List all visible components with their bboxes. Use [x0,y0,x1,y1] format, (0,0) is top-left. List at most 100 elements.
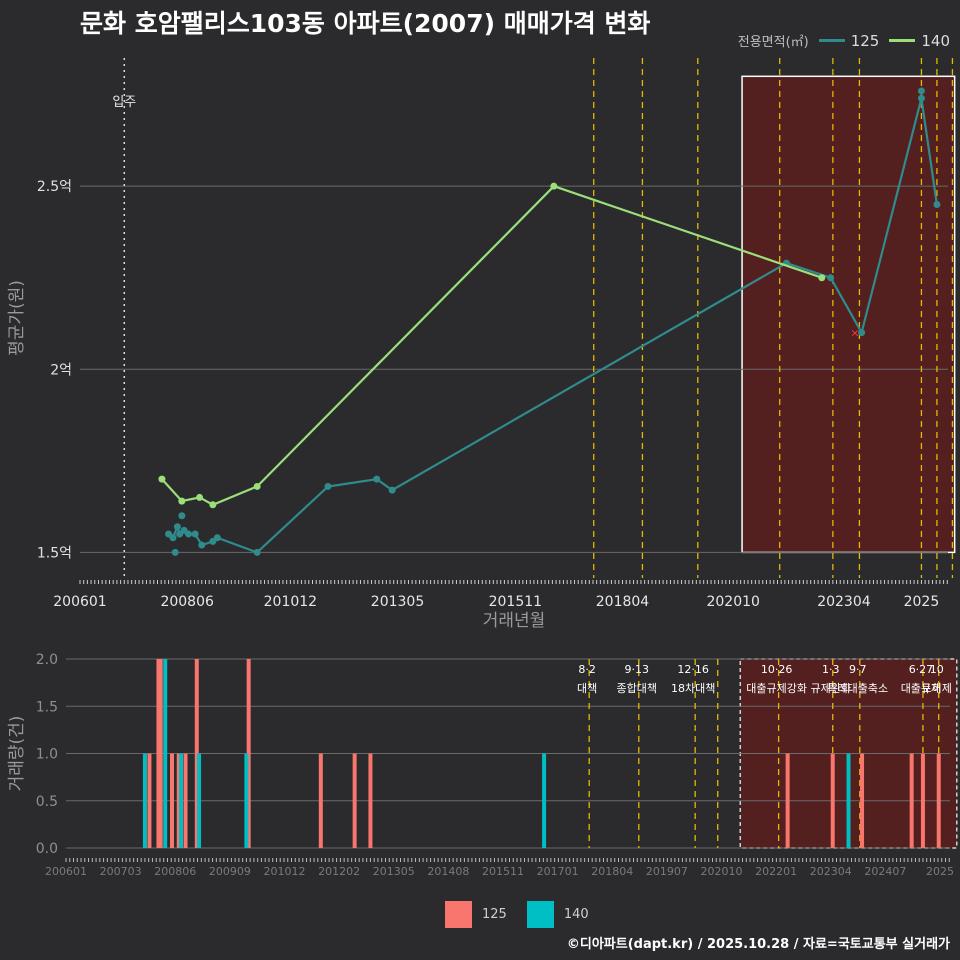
x-tick-label: 201804 [596,594,650,610]
data-point-125 [373,475,381,483]
volume-x-tick-label: 2025 [926,865,954,878]
volume-bar-125 [318,753,323,848]
volume-bar-140 [846,753,851,848]
volume-x-tick-label: 201907 [646,865,688,878]
outlier-point-125 [178,512,186,520]
volume-bar-125 [368,753,373,848]
y-tick-label: 2.5억 [37,179,72,195]
outlier-point-125 [917,87,925,95]
volume-y-tick-label: 0.5 [36,794,58,810]
volume-bar-125 [936,753,941,848]
policy-name-label: 대책 [577,682,597,695]
policy-date-label: 1·3 [822,663,840,676]
data-point-140 [178,497,186,505]
volume-bar-125 [169,753,174,848]
x-tick-label: 200601 [53,594,106,610]
data-point-125 [253,548,261,556]
volume-x-tick-label: 201202 [318,865,360,878]
y-tick-label: 2억 [50,362,72,378]
volume-bar-125 [176,753,181,848]
data-point-140 [209,501,217,509]
policy-name-label: 대출규제 [901,682,941,695]
volume-bar-125 [183,753,188,848]
chart-title: 문화 호암팰리스103동 아파트(2007) 매매가격 변화 [80,9,651,38]
data-point-125 [827,274,835,282]
x-tick-label: 202010 [706,594,759,610]
volume-x-tick-label: 201804 [591,865,633,878]
data-point-125 [173,523,181,531]
x-tick-label: 201305 [371,594,424,610]
policy-name-label: 종합대책 [617,682,657,695]
volume-bar-125 [156,659,161,848]
x-tick-label: 2025 [904,594,940,610]
volume-bar-125 [860,753,865,848]
policy-name-label: 대출규제강화 [746,682,807,695]
volume-x-tick-label: 202010 [701,865,743,878]
volume-y-axis-title: 거래량(건) [7,716,27,792]
volume-bar-140 [163,659,168,848]
policy-name-label: 규제완화 [810,682,850,695]
y-tick-label: 1.5억 [37,545,72,561]
legend-125-label: 125 [850,31,880,50]
volume-x-tick-label: 202304 [810,865,852,878]
volume-y-tick-label: 1.5 [36,699,58,715]
data-point-125 [169,534,177,542]
volume-x-tick-label: 201012 [264,865,306,878]
policy-name-label: 18차대책 [671,682,715,695]
data-point-125 [858,329,866,337]
x-axis-title: 거래년월 [483,611,546,631]
volume-x-tick-label: 200601 [45,865,87,878]
volume-bar-125 [830,753,835,848]
volume-x-tick-label: 201305 [373,865,415,878]
volume-x-tick-label: 201408 [427,865,469,878]
outlier-point-125 [171,548,179,556]
volume-x-tick-label: 201511 [482,865,524,878]
data-point-140 [158,475,166,483]
x-tick-label: 201511 [489,594,542,610]
volume-bar-140 [542,753,547,848]
policy-date-label: 9·13 [625,663,650,676]
policy-date-label: 8·2 [578,663,596,676]
volume-y-tick-label: 1.0 [36,747,58,763]
volume-bar-125 [909,753,914,848]
series-line-140 [161,184,823,507]
volume-bar-125 [246,659,251,848]
x-tick-label: 200806 [160,594,214,610]
policy-date-label: 12·16 [677,663,709,676]
volume-bar-140 [244,753,249,848]
volume-x-tick-label: 200703 [100,865,142,878]
policy-name-label: 특례대출축소 [827,682,888,695]
volume-y-tick-label: 2.0 [36,652,58,668]
legend-bar-125-swatch [445,901,472,928]
legend-125-swatch [818,39,845,42]
volume-bar-125 [194,659,199,848]
legend-140-label: 140 [921,31,950,50]
volume-x-tick-label: 201701 [537,865,579,878]
data-point-125 [191,530,199,538]
policy-date-label: 6·27 [909,663,934,676]
legend-title: 전용면적(㎡) [737,35,809,50]
policy-name-label: 토허제 [922,682,952,695]
data-point-125 [213,534,221,542]
bottom-legend: 125 140 [445,901,609,928]
policy-date-label: 9·7 [849,663,867,676]
volume-bar-140 [179,753,184,848]
volume-bar-125 [158,659,163,848]
volume-x-tick-label: 202407 [864,865,906,878]
volume-bar-140 [142,753,147,848]
volume-x-tick-label: 202201 [755,865,797,878]
data-point-140 [253,482,261,490]
volume-bar-125 [147,753,152,848]
legend-bar-125-label: 125 [482,907,507,922]
data-point-125 [933,200,941,208]
legend-bar-140-label: 140 [563,907,589,922]
x-tick-label: 201012 [264,594,317,610]
x-marker: × [850,327,859,340]
data-point-125 [388,486,396,494]
volume-bar-140 [197,753,202,848]
policy-date-label: 10·26 [761,663,793,676]
volume-y-tick-label: 0.0 [36,841,58,857]
top-legend: 전용면적(㎡) 125 140 [737,31,950,51]
volume-bar-125 [785,753,790,848]
